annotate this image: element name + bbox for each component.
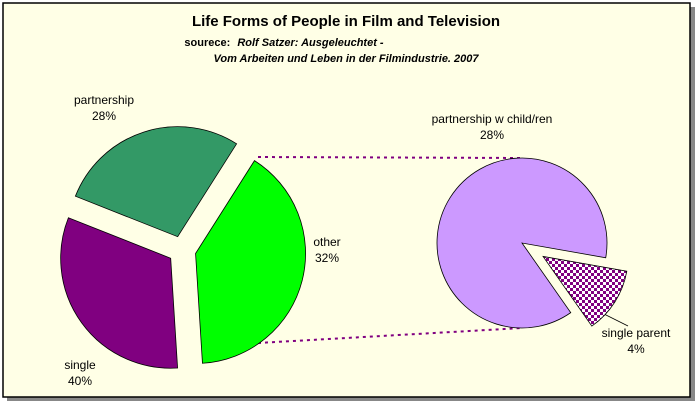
slice-value-label: 40%	[68, 374, 92, 388]
pie-slice	[542, 255, 628, 327]
slice-value-label: 28%	[92, 109, 116, 123]
pie-slice	[74, 126, 238, 238]
slice-label: single parent	[602, 326, 671, 340]
pie-slice	[195, 160, 306, 364]
slice-label: partnership	[74, 93, 134, 107]
chart-subtitle: sourece: Rolf Satzer: Ausgeleuchtet -	[184, 37, 384, 49]
slice-label: single	[64, 358, 96, 372]
source-label: sourece:	[184, 37, 230, 49]
source-line: Rolf Satzer: Ausgeleuchtet -	[237, 37, 384, 49]
slice-label: partnership w child/ren	[432, 112, 553, 126]
slice-value-label: 32%	[315, 251, 339, 265]
pie-slice	[436, 157, 608, 329]
slice-value-label: 4%	[627, 342, 645, 356]
connector-line	[257, 156, 523, 159]
slice-value-label: 28%	[480, 128, 504, 142]
source-line: Vom Arbeiten und Leben in der Filmindust…	[213, 53, 479, 65]
slice-label: other	[313, 235, 340, 249]
pie-slice	[60, 217, 179, 369]
connector-line	[257, 327, 523, 344]
chart-title: Life Forms of People in Film and Televis…	[192, 13, 500, 30]
